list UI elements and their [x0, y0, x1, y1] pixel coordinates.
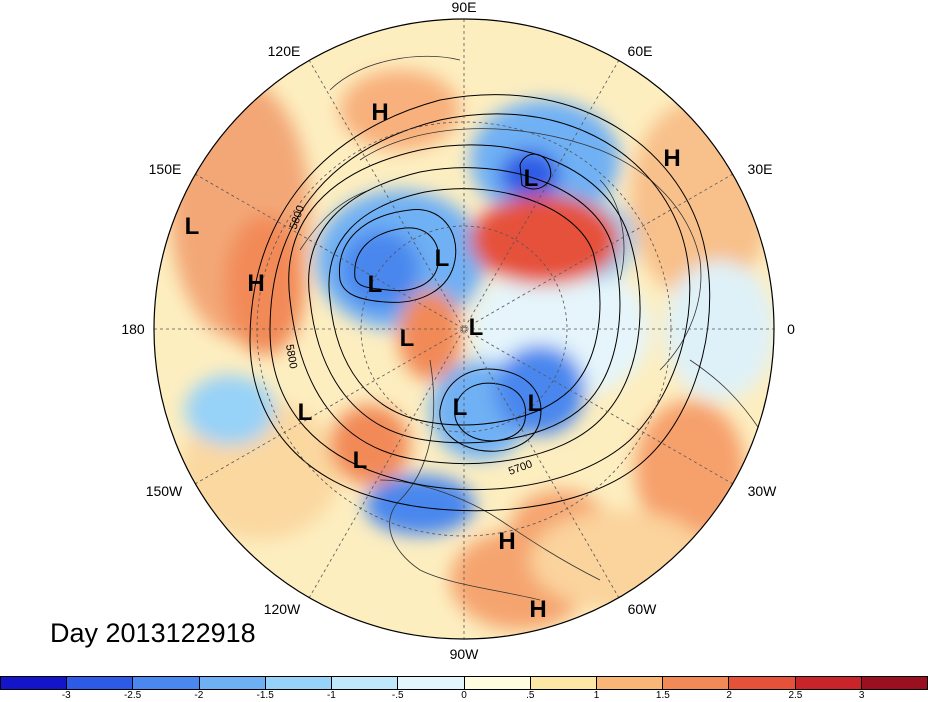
contour-label-5800-b: 5800: [283, 343, 299, 369]
colorbar-swatch: [663, 677, 730, 689]
colorbar-swatch: [729, 677, 796, 689]
colorbar-tick-label: 1: [593, 690, 600, 701]
lon-label-150w: 150W: [146, 483, 183, 499]
pressure-system-label: H: [498, 528, 515, 555]
pressure-system-label: L: [435, 245, 450, 272]
contour-labels: 5800 5800 5700: [283, 204, 534, 478]
colorbar-swatch: [332, 677, 399, 689]
pressure-system-label: L: [453, 394, 468, 421]
colorbar-tick-label: -2.5: [123, 690, 142, 701]
height-contours: [249, 94, 711, 512]
colorbar-tick-label: -3: [61, 690, 71, 701]
pressure-system-label: L: [353, 447, 368, 474]
colorbar: [0, 676, 928, 690]
colorbar-tick-label: -1: [326, 690, 336, 701]
pressure-system-label: H: [663, 145, 680, 172]
colorbar-swatch: [265, 677, 333, 689]
lon-label-0: 0: [787, 321, 795, 337]
pressure-system-label: L: [368, 271, 383, 298]
colorbar-swatch: [1, 677, 68, 689]
colorbar-swatch: [199, 677, 266, 689]
pressure-system-label: H: [529, 596, 546, 623]
longitude-labels: 90E 60E 30E 0 30W 60W 90W 120W 150W 180 …: [121, 0, 795, 662]
pressure-system-label: L: [298, 399, 313, 426]
map-title: Day 2013122918: [50, 618, 256, 648]
colorbar-swatch: [398, 677, 465, 689]
graticule: [154, 19, 774, 639]
pressure-system-label: L: [528, 390, 543, 417]
colorbar-tick-label: 2: [726, 690, 732, 701]
lon-label-120w: 120W: [264, 601, 301, 617]
pressure-system-label: H: [371, 99, 388, 126]
colorbar-swatch: [133, 677, 200, 689]
colorbar-tick-label: -2: [194, 690, 204, 701]
colorbar-swatch: [795, 677, 862, 689]
lon-label-30e: 30E: [748, 161, 773, 177]
colorbar-swatch: [464, 677, 531, 689]
lon-label-60w: 60W: [628, 601, 658, 617]
pressure-system-label: L: [469, 314, 484, 341]
lon-label-60e: 60E: [628, 43, 653, 59]
colorbar-swatch: [861, 677, 928, 689]
map-boundary: [153, 18, 775, 640]
lon-label-90w: 90W: [450, 646, 480, 662]
colorbar-tick-label: 3: [858, 690, 865, 701]
colorbar-tick-label: 0: [461, 690, 467, 701]
lon-label-120e: 120E: [268, 43, 301, 59]
colorbar-tick-label: 1.5: [655, 690, 670, 701]
colorbar-tick-label: 2.5: [788, 690, 803, 701]
pressure-system-label: L: [400, 325, 415, 352]
lon-label-180: 180: [121, 321, 145, 337]
lon-label-90e: 90E: [452, 0, 477, 15]
pressure-system-labels: H L H L H L L L L L L L L H H: [185, 99, 681, 623]
pressure-system-label: L: [185, 213, 200, 240]
colorbar-swatch: [596, 677, 664, 689]
colorbar-swatch: [530, 677, 597, 689]
coastlines: [299, 55, 761, 601]
colorbar-swatch: [67, 677, 134, 689]
colorbar-tick-label: -1.5: [256, 690, 274, 701]
colorbar-tick-label: -.5: [391, 690, 404, 701]
colorbar-tick-labels: -3 -2.5 -2 -1.5 -1 -.5 0 .5 1 1.5 2 2.5 3: [0, 690, 928, 702]
colorbar-tick-label: .5: [526, 690, 535, 701]
lon-label-150e: 150E: [149, 161, 182, 177]
pressure-system-label: L: [524, 165, 539, 192]
lon-label-30w: 30W: [748, 483, 778, 499]
pressure-system-label: H: [247, 270, 264, 297]
